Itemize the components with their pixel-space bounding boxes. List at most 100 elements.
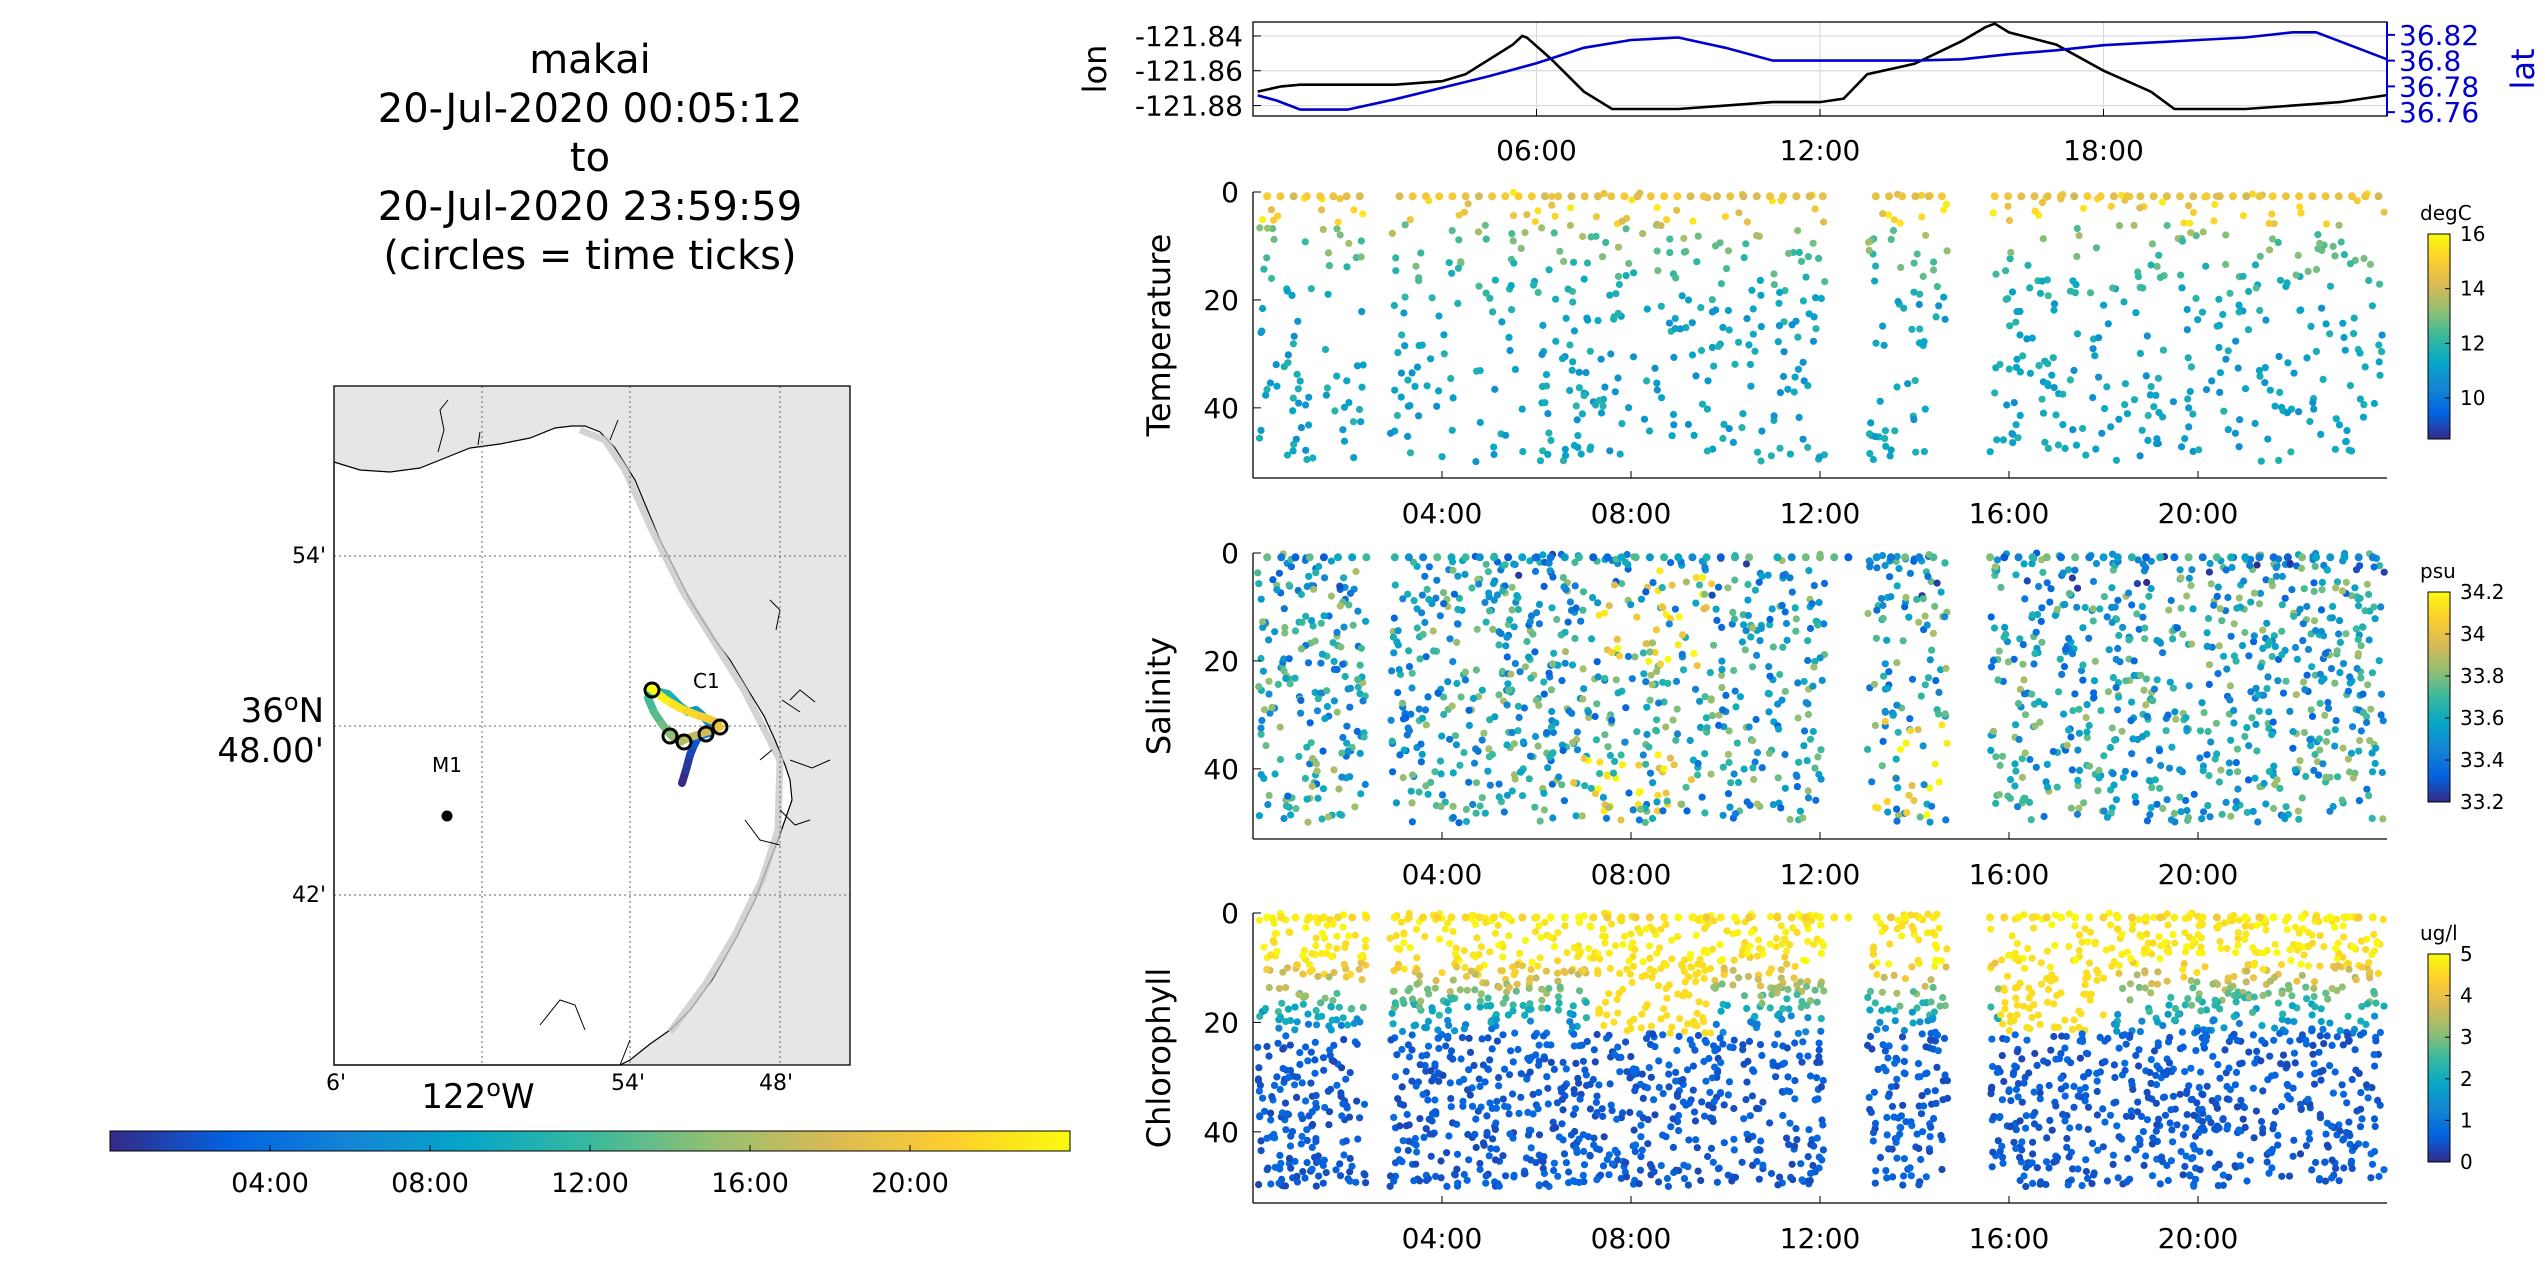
salinity-point [2183,725,2191,733]
chlorophyll-point [2205,1149,2214,1157]
temperature-point [2241,385,2250,393]
chlorophyll-point [2159,1022,2167,1030]
temperature-x-tick-label: 08:00 [1591,497,1672,530]
salinity-point [2332,584,2340,592]
salinity-point [1357,644,1365,652]
chlorophyll-point [2326,1062,2334,1070]
salinity-point [2100,807,2108,815]
salinity-point [2021,595,2029,603]
chlorophyll-point [1586,922,1594,930]
temperature-point [1388,229,1396,237]
chlorophyll-point [2171,1004,2180,1013]
chlorophyll-point [1397,918,1405,926]
chlorophyll-point [2034,1011,2042,1019]
chlorophyll-point [1466,1048,1475,1056]
lat-label-54: 54' [292,544,326,569]
salinity-point [1266,709,1274,717]
temperature-point [1618,217,1626,225]
temperature-point [2192,294,2200,302]
salinity-point [2167,816,2175,824]
chlorophyll-point [1871,1119,1880,1127]
temperature-point [1794,365,1802,373]
temperature-point [1871,433,1879,441]
salinity-point [2112,796,2120,804]
salinity-surface-point [1886,553,1895,562]
chlorophyll-point [1866,1006,1874,1014]
chlorophyll-point [2197,1007,2205,1015]
salinity-point [1280,605,1288,613]
salinity-point [2038,638,2046,646]
salinity-point [2187,582,2195,590]
chlorophyll-point [1933,1063,1941,1071]
temperature-point [1606,291,1614,299]
temperature-point [1435,312,1443,320]
salinity-point [1510,623,1518,631]
chlorophyll-point [1684,1163,1692,1171]
salinity-point [2259,644,2267,653]
salinity-point [1928,646,1936,654]
temperature-point [2138,426,2146,434]
temperature-point [1574,432,1582,440]
temperature-point [1653,379,1661,387]
salinity-point [1637,595,1646,603]
salinity-point [1800,742,1808,750]
salinity-point [1894,728,1902,736]
temperature-point [1391,386,1399,394]
salinity-point [1436,757,1445,765]
chlorophyll-point [1482,1179,1490,1187]
chlorophyll-point [2311,1003,2319,1011]
chlorophyll-point [1689,1086,1697,1094]
salinity-point [1931,760,1939,768]
chlorophyll-point [1864,993,1872,1002]
salinity-point [1865,557,1873,565]
salinity-point [1594,599,1602,607]
salinity-point [1408,799,1416,807]
salinity-point [1811,764,1819,772]
temperature-point [1263,385,1271,394]
salinity-surface-point [1362,553,1371,562]
temperature-point [1893,383,1901,391]
salinity-point [1910,557,1918,565]
chlorophyll-point [1799,1038,1807,1046]
salinity-point [2222,566,2230,574]
salinity-point [2065,566,2073,574]
salinity-point [2352,566,2361,574]
salinity-surface-point [1901,553,1910,562]
chlorophyll-point [2109,1151,2117,1159]
salinity-point [1781,608,1789,616]
chlorophyll-point [1708,945,1717,954]
salinity-point [2031,650,2039,658]
salinity-point [2030,660,2038,668]
temperature-point [2180,219,2188,227]
temperature-point [1411,382,1419,390]
salinity-point [1389,768,1397,776]
chlorophyll-point [1474,1107,1482,1115]
chlorophyll-point [1526,976,1534,984]
salinity-point [1516,668,1524,676]
salinity-point [1788,588,1796,596]
chlorophyll-point [1420,1133,1428,1141]
chlorophyll-point [2306,1135,2314,1143]
chlorophyll-point [2036,1083,2044,1091]
salinity-colorbar-tick-label: 33.2 [2460,790,2505,814]
chlorophyll-point [1783,960,1791,968]
chlorophyll-point [2179,965,2187,974]
chlorophyll-point [2283,1062,2291,1070]
chlorophyll-point [1445,1132,1453,1140]
temperature-point [1574,443,1582,451]
chlorophyll-point [1464,1086,1472,1094]
salinity-point [1257,771,1265,779]
salinity-point [1539,551,1547,559]
chlorophyll-point [1518,962,1526,970]
chlorophyll-point [1635,1180,1643,1188]
temperature-point [1670,353,1678,361]
salinity-point [1804,637,1812,645]
salinity-point [1769,643,1777,651]
salinity-point [1646,696,1654,704]
chlorophyll-point [1485,1152,1493,1160]
salinity-point [2303,602,2311,611]
salinity-point [1495,793,1503,801]
chlorophyll-point [2115,961,2123,970]
salinity-point [1391,581,1399,589]
salinity-point [2370,603,2378,611]
